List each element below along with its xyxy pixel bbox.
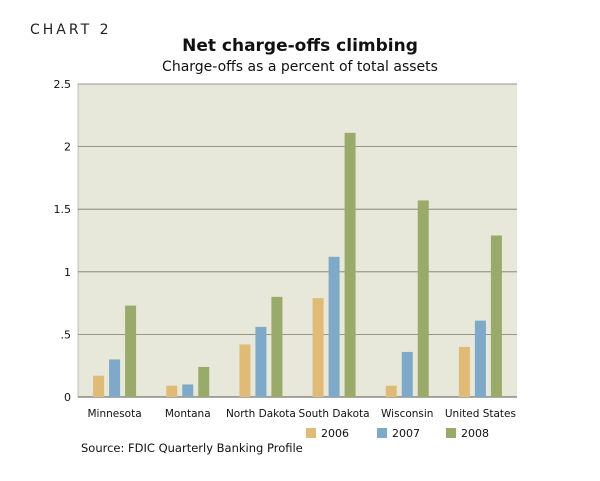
bar-2008 <box>417 200 429 397</box>
bar-2008 <box>271 296 283 397</box>
legend-swatch-2007 <box>377 428 387 438</box>
bar-2007 <box>401 351 413 397</box>
bar-2006 <box>166 385 178 397</box>
bar-2006 <box>239 344 251 397</box>
bar-2006 <box>458 346 470 397</box>
bar-2007 <box>328 256 340 397</box>
x-category-label: Minnesota <box>87 408 141 420</box>
bar-2006 <box>385 385 397 397</box>
x-category-label: United States <box>445 408 516 420</box>
x-category-label: North Dakota <box>226 408 296 420</box>
x-category-label: Montana <box>165 408 211 420</box>
bar-2008 <box>125 305 137 397</box>
bar-2006 <box>312 298 324 397</box>
legend-label-2008: 2008 <box>461 427 489 440</box>
bar-2007 <box>474 320 486 397</box>
chart-title: Net charge-offs climbing <box>182 36 418 56</box>
bar-2007 <box>109 359 121 397</box>
x-category-label: South Dakota <box>299 408 370 420</box>
bar-2008 <box>198 366 210 397</box>
source-note: Source: FDIC Quarterly Banking Profile <box>81 441 303 455</box>
chart-number-label: CHART 2 <box>30 22 112 38</box>
y-tick-label: 1 <box>64 266 71 279</box>
y-tick-label: 0 <box>64 391 71 404</box>
y-tick-label: 1.5 <box>54 203 72 216</box>
plot-area <box>78 84 517 397</box>
y-tick-label: .5 <box>61 328 72 341</box>
bar-2006 <box>93 375 105 397</box>
chart-subtitle: Charge-offs as a percent of total assets <box>162 59 438 75</box>
y-tick-label: 2.5 <box>54 78 72 91</box>
y-tick-label: 2 <box>64 141 71 154</box>
bar-2007 <box>182 384 194 397</box>
bar-2008 <box>490 235 502 397</box>
x-category-label: Wisconsin <box>381 408 433 420</box>
legend-label-2006: 2006 <box>321 427 349 440</box>
legend-swatch-2006 <box>306 428 316 438</box>
bar-2007 <box>255 326 267 397</box>
legend-label-2007: 2007 <box>392 427 420 440</box>
legend-swatch-2008 <box>446 428 456 438</box>
bar-2008 <box>344 132 356 397</box>
